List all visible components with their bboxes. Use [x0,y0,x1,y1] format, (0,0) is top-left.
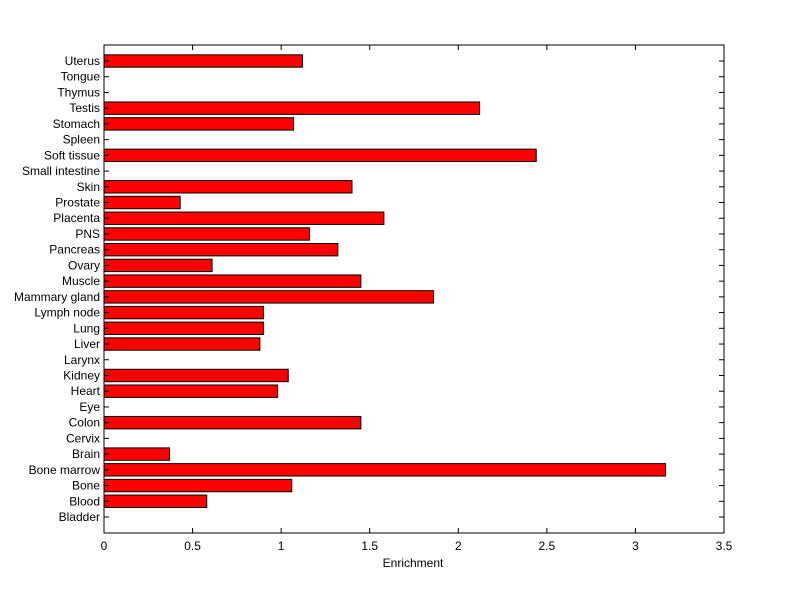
y-tick-label: Cervix [66,431,100,445]
y-tick-label: Bladder [59,510,100,524]
y-tick-label: Ovary [68,258,100,272]
y-tick-label: Stomach [53,117,100,131]
bar-bone [103,478,293,493]
bar-lymph-node [103,305,264,320]
x-tick-label: 3 [632,539,639,553]
y-tick-label: Heart [71,384,101,398]
x-tick-label: 1.5 [361,539,378,553]
y-tick-label: Mammary gland [14,290,100,304]
y-tick-label: Soft tissue [44,148,100,162]
y-tick-label: Prostate [55,196,100,210]
bar-colon [103,415,362,430]
x-tick-label: 1 [278,539,285,553]
x-axis-title: Enrichment [383,556,444,570]
y-tick-label: Thymus [57,85,100,99]
x-ticks-group: 0 0.5 1 1.5 2 2.5 3 3.5 [101,45,733,553]
y-tick-label: Larynx [64,353,100,367]
bar-lung [103,321,264,336]
y-tick-label: Bone marrow [29,463,101,477]
bar-kidney [103,368,289,383]
x-tick-label: 0.5 [184,539,201,553]
y-tick-label: Testis [69,101,100,115]
bar-blood [103,494,208,508]
bar-heart [103,384,279,398]
y-tick-label: Brain [72,447,100,461]
bar-stomach [103,117,295,131]
bar-brain [103,447,171,461]
bar-skin [103,180,353,194]
bar-pancreas [103,242,339,257]
y-tick-label: PNS [75,227,100,241]
bar-muscle [103,274,362,288]
y-tick-label: Pancreas [49,243,100,257]
y-tick-label: Skin [77,180,100,194]
y-tick-label: Eye [79,400,100,414]
bar-pns [103,227,310,241]
bar-uterus [103,54,303,68]
x-tick-label: 3.5 [716,539,733,553]
bars-group [103,54,667,508]
y-tick-label: Placenta [53,211,100,225]
y-tick-label: Lymph node [34,306,100,320]
bar-liver [103,337,261,351]
y-tick-label: Kidney [63,368,100,382]
bar-soft-tissue [103,148,537,163]
plot-frame [103,44,725,534]
y-tick-label: Muscle [62,274,100,288]
y-tick-label: Colon [69,416,100,430]
bar-placenta [103,211,385,225]
bar-ovary [103,258,213,273]
bar-prostate [103,195,181,210]
x-tick-label: 2.5 [539,539,556,553]
y-tick-label: Spleen [63,133,100,147]
x-tick-label: 2 [455,539,462,553]
y-tick-label: Tongue [61,70,101,84]
bar-bone-marrow [103,463,667,477]
y-tick-label: Liver [74,337,100,351]
x-tick-label: 0 [101,539,108,553]
y-tick-label: Lung [73,321,100,335]
y-tick-label: Small intestine [22,164,100,178]
y-tick-label: Blood [69,494,100,508]
y-tick-label: Uterus [65,54,100,68]
y-tick-label: Bone [72,479,100,493]
bar-testis [103,101,481,115]
bar-mammary-gland [103,290,434,304]
